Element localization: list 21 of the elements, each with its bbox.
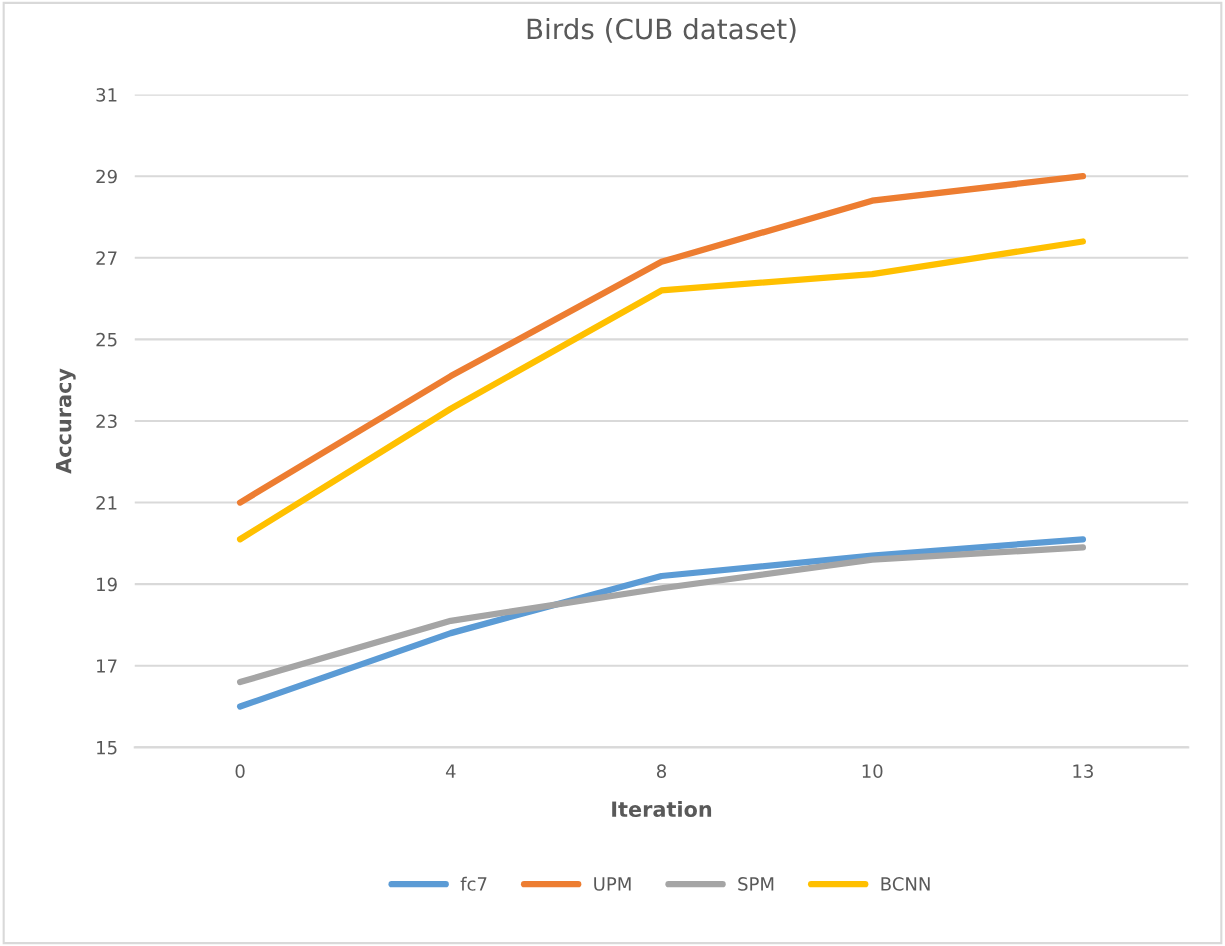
y-tick-label: 29 — [96, 169, 117, 184]
x-tick-label: 8 — [656, 764, 667, 778]
y-tick-label: 23 — [96, 414, 117, 429]
legend-label: fc7 — [460, 876, 487, 891]
y-tick-label: 25 — [96, 332, 117, 347]
y-tick-label: 31 — [96, 88, 117, 102]
y-tick-label: 15 — [97, 741, 117, 755]
y-tick-label: 21 — [96, 496, 117, 510]
legend-label: UPM — [594, 877, 631, 891]
x-tick-label: 10 — [862, 764, 883, 778]
x-tick-label: 13 — [1073, 764, 1093, 778]
y-tick-label: 19 — [97, 577, 117, 592]
legend-label: SPM — [738, 877, 774, 891]
y-axis-title: Accuracy — [55, 368, 76, 474]
chart-title: Birds (CUB dataset) — [527, 17, 796, 43]
y-tick-label: 17 — [97, 659, 117, 673]
x-axis-title: Iteration — [612, 800, 712, 818]
legend-label: BCNN — [881, 877, 930, 891]
y-tick-label: 27 — [96, 251, 117, 265]
x-tick-label: 4 — [445, 764, 456, 778]
x-tick-label: 0 — [235, 764, 245, 778]
